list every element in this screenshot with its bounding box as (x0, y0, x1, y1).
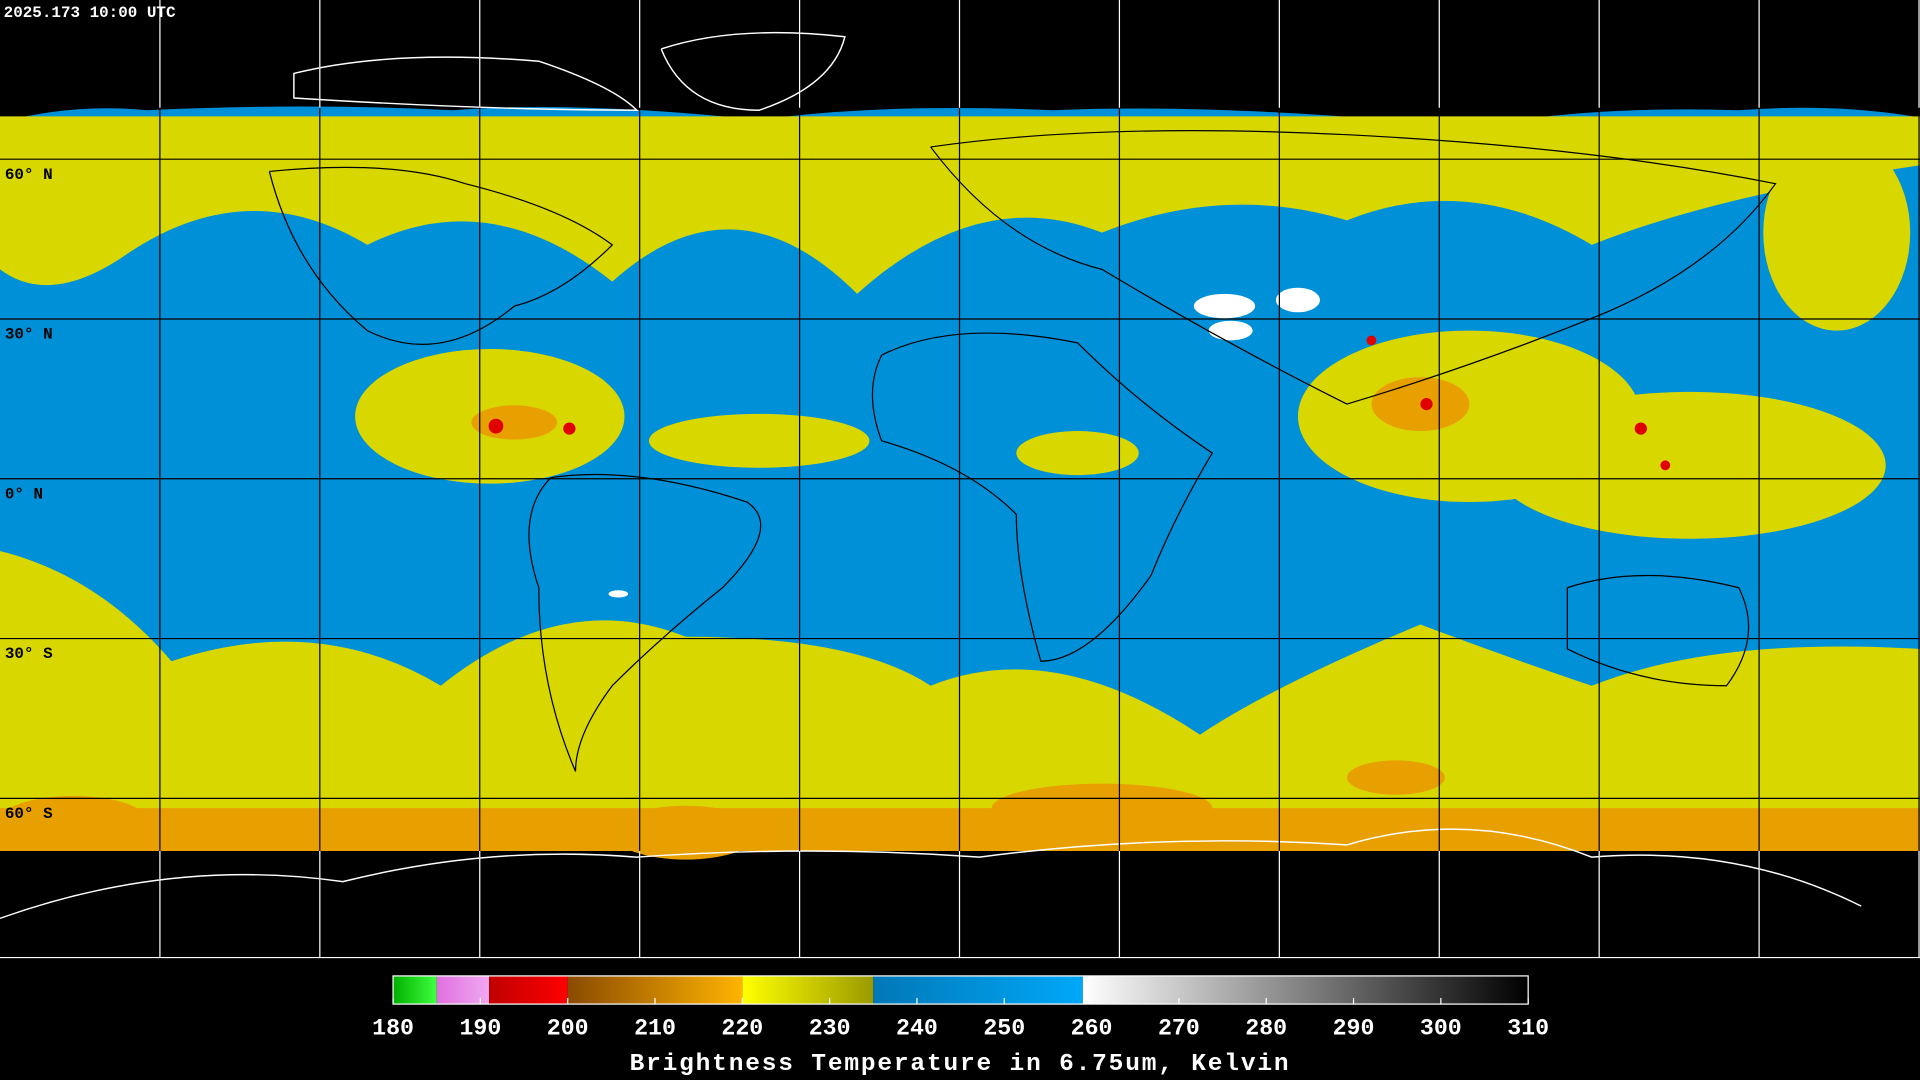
lat-label: 60° N (5, 166, 53, 184)
colorbar-tick-label: 310 (1507, 1016, 1549, 1042)
colorbar-tick-label: 190 (459, 1016, 501, 1042)
colorbar-tick-label: 250 (983, 1016, 1025, 1042)
colorbar-tick-label: 290 (1333, 1016, 1375, 1042)
colorbar: 180 190 200 210 220 230 240 250 260 270 280 290 300 3… (372, 975, 1549, 1042)
polar-coastlines (0, 31, 1862, 920)
latitude-labels: 60° N 30° N 0° N 30° S 60° S (5, 166, 53, 823)
colorbar-tick-label: 220 (721, 1016, 763, 1042)
colorbar-tick-label: 240 (896, 1016, 938, 1042)
colorbar-title: Brightness Temperature in 6.75um, Kelvin (630, 1051, 1291, 1078)
dry-regions (608, 287, 1320, 598)
timestamp: 2025.173 10:00 UTC (4, 4, 176, 22)
colorbar-tick-label: 180 (372, 1016, 414, 1042)
colorbar-tick-label: 230 (809, 1016, 851, 1042)
colorbar-segment (436, 975, 490, 1005)
colorbar-tick-label: 270 (1158, 1016, 1200, 1042)
lat-label: 0° N (5, 485, 43, 503)
colorbar-frame (392, 975, 1529, 1005)
colorbar-tick-label: 280 (1245, 1016, 1287, 1042)
colorbar-segment (489, 975, 568, 1005)
lat-label: 30° S (5, 645, 53, 663)
colorbar-segment (393, 975, 437, 1005)
coastlines (268, 130, 1777, 772)
colorbar-segment (742, 975, 874, 1005)
colorbar-tick-label: 200 (547, 1016, 589, 1042)
colorbar-segment (873, 975, 1083, 1005)
lat-label: 30° N (5, 326, 53, 344)
colorbar-tick-label: 300 (1420, 1016, 1462, 1042)
colorbar-tick-label: 260 (1071, 1016, 1113, 1042)
colorbar-tick-label: 210 (634, 1016, 676, 1042)
lat-label: 60° S (5, 805, 53, 823)
deep-convection (488, 335, 1671, 471)
colorbar-segment (1082, 975, 1529, 1005)
graticule (159, 0, 1920, 958)
